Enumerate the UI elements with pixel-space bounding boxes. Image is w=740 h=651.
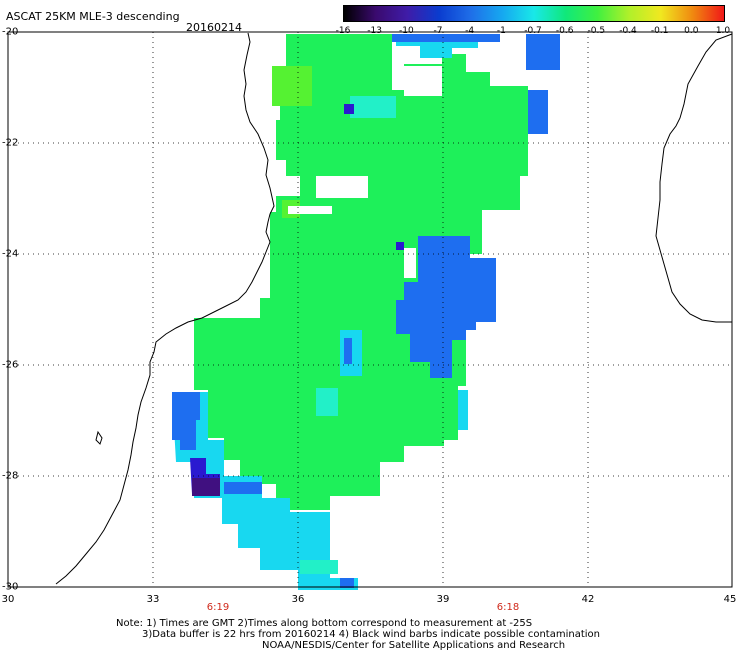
- swath-gap: [478, 54, 526, 72]
- scatterometer-swath: [172, 34, 560, 590]
- lake-outline: [95, 430, 103, 445]
- swath-blue-edge: [392, 34, 500, 42]
- swath-blue-region: [396, 236, 496, 378]
- swath-blue-patch: [344, 338, 352, 364]
- color-bar-labels: -16 -13 -10 -7 -4 -1 -0.7 -0.6 -0.5 -0.4 -0.1 0.0 1.…: [330, 26, 735, 38]
- swath-blue-patch: [526, 34, 560, 70]
- note-line-3: NOAA/NESDIS/Center for Satellite Applica…: [262, 640, 566, 651]
- swath-cyan-tail: [172, 392, 358, 590]
- map-frame: [7, 31, 733, 588]
- swath-blue-tail: [172, 392, 200, 450]
- swath-teal-tail: [300, 560, 338, 574]
- swath-blue-patch: [528, 90, 548, 134]
- graticule: [8, 32, 732, 587]
- lat-label: -26: [2, 359, 19, 371]
- lon-label: 30: [1, 594, 15, 605]
- lon-label: 36: [291, 594, 305, 605]
- color-bar-label: -0.4: [619, 26, 637, 36]
- swath-teal-patch: [350, 96, 396, 118]
- swath-purple-tail: [192, 478, 220, 496]
- color-bar-label: -16: [335, 26, 351, 36]
- swath-cyan-patch: [458, 390, 468, 430]
- note-line-2: 3)Data buffer is 22 hrs from 20160214 4)…: [142, 629, 600, 640]
- color-bar: [343, 5, 725, 22]
- swath-blue-tail: [340, 578, 354, 588]
- lat-label: -20: [2, 26, 19, 38]
- map-date: 20160214: [186, 21, 242, 34]
- pass-time-label: 6:18: [496, 602, 520, 613]
- swath-dark-blue-pixel: [344, 104, 354, 114]
- color-bar-label: -0.1: [650, 26, 669, 36]
- lon-label: 45: [723, 594, 737, 605]
- swath-gap: [288, 206, 332, 214]
- color-bar-label: -1: [496, 26, 506, 36]
- color-bar-label: 0.0: [684, 26, 699, 36]
- swath-dark-blue-pixel: [396, 242, 404, 250]
- lat-label: -30: [2, 581, 19, 593]
- lat-label: -22: [2, 137, 19, 149]
- color-bar-label: -13: [367, 26, 383, 36]
- color-bar-label: -0.7: [524, 26, 542, 36]
- color-bar-label: -10: [398, 26, 414, 36]
- note-line-1: Note: 1) Times are GMT 2)Times along bot…: [116, 618, 533, 629]
- pass-time-label: 6:19: [206, 602, 230, 613]
- swath-gap: [404, 248, 416, 278]
- africa-coastline: [55, 32, 275, 585]
- color-bar-label: -0.5: [587, 26, 606, 36]
- swath-teal-patch: [316, 388, 338, 416]
- color-bar-label: -0.6: [555, 26, 574, 36]
- swath-blue-tail: [224, 482, 262, 494]
- lat-label: -28: [2, 470, 19, 482]
- swath-gap: [316, 176, 368, 198]
- color-bar-label: 1.0: [715, 26, 731, 36]
- map-title: ASCAT 25KM MLE-3 descending: [6, 10, 180, 23]
- lat-label: -24: [2, 248, 19, 260]
- color-bar-label: -7: [433, 26, 443, 36]
- color-bar-label: -4: [465, 26, 475, 36]
- swath-light-green-patch: [272, 66, 312, 106]
- lon-label: 39: [436, 594, 450, 605]
- lon-label: 33: [146, 594, 160, 605]
- lon-label: 42: [581, 594, 595, 605]
- madagascar-coastline: [655, 33, 733, 323]
- swath-green-region: [194, 34, 528, 510]
- swath-gap: [404, 66, 442, 96]
